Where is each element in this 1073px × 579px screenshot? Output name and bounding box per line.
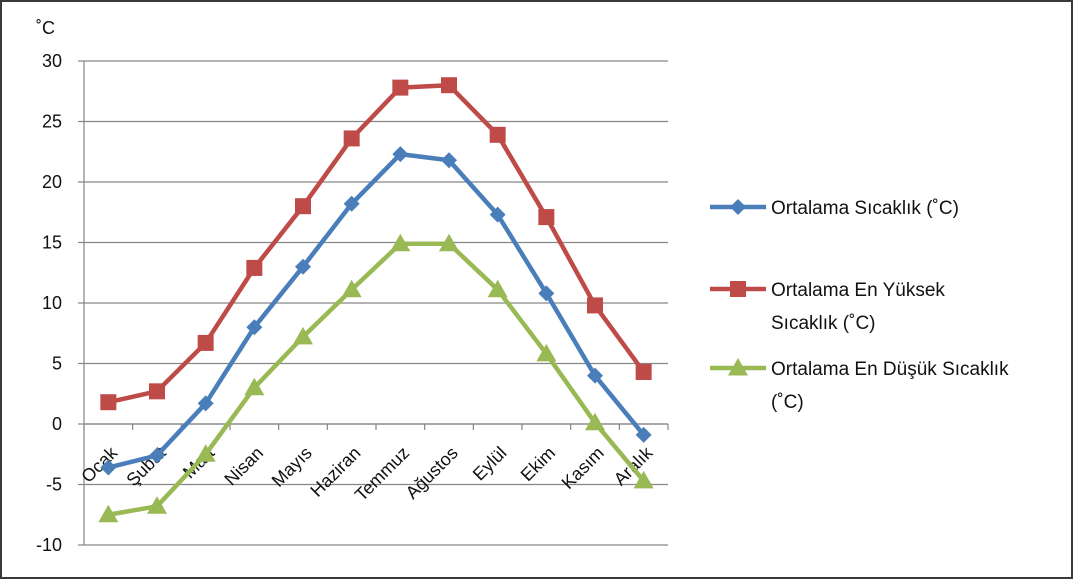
square-marker (343, 130, 360, 147)
square-marker (100, 394, 117, 411)
triangle-marker (195, 444, 216, 462)
legend-label: Sıcaklık (˚C) (771, 313, 876, 334)
triangle-marker (244, 377, 265, 396)
legend-triangle-marker (728, 358, 748, 376)
legend: Ortalama Sıcaklık (˚C) Ortalama En Yüksek… (710, 198, 1009, 413)
triangle-marker (633, 470, 654, 489)
square-marker (441, 77, 457, 94)
y-tick-label: 0 (52, 414, 62, 434)
triangle-marker (585, 412, 605, 431)
diamond-marker (100, 459, 117, 476)
x-tick-label: Ağustos (402, 443, 462, 503)
diamond-marker (197, 395, 214, 412)
series-line (107, 82, 646, 405)
y-tick-label: 15 (42, 233, 62, 253)
diamond-marker (392, 146, 409, 163)
triangle-marker (487, 279, 508, 298)
y-tick-label: 25 (42, 112, 62, 132)
y-tick-label: -10 (36, 535, 62, 555)
diamond-marker (343, 195, 360, 212)
legend-entry: Ortalama Sıcaklık (˚C) (710, 198, 959, 219)
triangle-marker (439, 233, 459, 252)
diamond-marker (489, 206, 506, 223)
y-tick-label: 10 (42, 293, 62, 313)
y-axis-unit-label: ˚C (36, 18, 55, 38)
square-marker (197, 334, 214, 351)
legend-square-marker (730, 281, 746, 297)
x-tick-label: Ekim (517, 443, 559, 485)
legend-label: Ortalama En Yüksek (771, 280, 945, 301)
triangle-marker (293, 326, 313, 345)
triangle-marker (390, 233, 411, 252)
diamond-marker (246, 319, 263, 336)
diamond-marker (538, 285, 555, 302)
square-marker (489, 126, 506, 143)
triangle-marker (536, 343, 557, 362)
square-marker (587, 297, 603, 314)
x-tick-label: Eylül (469, 443, 511, 485)
square-marker (635, 363, 652, 380)
legend-label: Ortalama En Düşük Sıcaklık (771, 359, 1009, 380)
diamond-marker (295, 258, 311, 275)
square-marker (295, 198, 311, 215)
square-marker (149, 383, 165, 400)
diamond-marker (441, 152, 457, 169)
y-tick-label: 30 (42, 51, 62, 71)
legend-diamond-marker (730, 199, 746, 215)
legend-entry: Ortalama En Yüksek Sıcaklık (˚C) (710, 280, 945, 334)
series-line (107, 151, 646, 470)
diamond-marker (587, 367, 603, 384)
y-tick-label: 20 (42, 172, 62, 192)
triangle-marker (98, 504, 119, 523)
square-marker (392, 79, 409, 96)
series-diamond (100, 146, 652, 476)
triangle-marker (147, 496, 167, 514)
diamond-marker (635, 426, 652, 443)
triangle-marker (341, 279, 362, 298)
square-marker (246, 259, 263, 276)
legend-entry: Ortalama En Düşük Sıcaklık (˚C) (710, 358, 1009, 413)
x-tick-label: Nisan (220, 443, 267, 490)
series-line (107, 241, 646, 517)
series-triangle (98, 233, 654, 523)
square-marker (538, 209, 555, 226)
y-tick-label: -5 (46, 475, 62, 495)
x-tick-label: Kasım (558, 443, 608, 493)
legend-label: Ortalama Sıcaklık (˚C) (771, 198, 959, 219)
series-layer (98, 77, 654, 523)
legend-label: (˚C) (771, 392, 804, 413)
x-tick-label: Temmuz (351, 443, 413, 505)
y-axis: 30 25 20 15 10 5 0 -5 -10 (36, 51, 85, 555)
diamond-marker (149, 447, 165, 464)
x-axis: Ocak Şubat Mart Nisan MayısHaziranTemmuzAğus… (77, 423, 669, 505)
series-square (100, 77, 652, 411)
y-tick-label: 5 (52, 354, 62, 374)
